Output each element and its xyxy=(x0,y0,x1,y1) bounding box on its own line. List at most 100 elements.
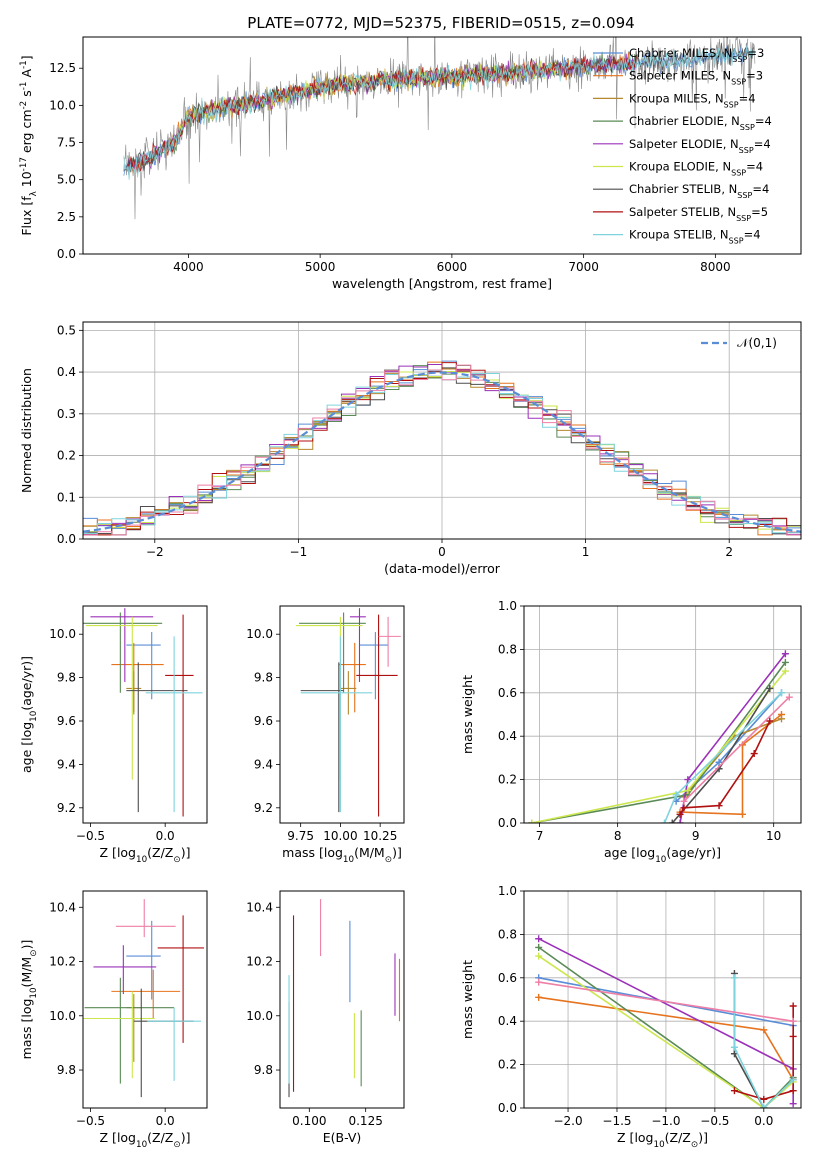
x-tick-label: 8000 xyxy=(700,260,731,274)
error-bar-point xyxy=(157,915,205,1043)
y-tick-label: 5.0 xyxy=(57,173,76,187)
y-tick-label: 0.3 xyxy=(57,407,76,421)
gaussian-curve xyxy=(83,371,801,533)
weight-marker xyxy=(535,935,543,943)
chart-age_vs_mass: 9.75 10.00 10.25 9.2 9.4 9.6 9.8 10.0 mass [log1… xyxy=(246,605,405,865)
weight-marker xyxy=(684,776,692,784)
weight-marker xyxy=(535,978,543,986)
y-tick-label: 0.0 xyxy=(57,247,76,261)
y-tick-label: 0.2 xyxy=(498,1058,517,1072)
y-tick-label: 9.8 xyxy=(57,671,76,685)
legend-label: Chabrier MILES, NSSP=3 xyxy=(629,46,764,64)
error-bar-point xyxy=(295,616,363,780)
error-bar-point xyxy=(147,1007,202,1081)
legend-label: Chabrier ELODIE, NSSP=4 xyxy=(629,114,772,132)
weight-marker xyxy=(760,1095,768,1103)
x-axis-label: Z [log10(Z/Z⊙)] xyxy=(617,1130,708,1150)
y-tick-label: 9.6 xyxy=(57,714,76,728)
y-tick-label: 10.0 xyxy=(246,627,273,641)
error-bar-point xyxy=(111,642,164,713)
legend-label: Kroupa ELODIE, NSSP=4 xyxy=(629,160,763,178)
y-tick-label: 10.2 xyxy=(246,955,273,969)
y-tick-label: 10.0 xyxy=(246,1009,273,1023)
y-axis-label: mass weight xyxy=(460,960,475,1039)
weight-marker xyxy=(535,993,543,1001)
y-tick-label: 10.0 xyxy=(49,1009,76,1023)
error-bar-point xyxy=(145,636,203,813)
x-tick-label: 5000 xyxy=(305,260,336,274)
chart-age_vs_Z: −0.5 0.0 9.2 9.4 9.6 9.8 10.0 Z [log10(Z/Z⊙)] ag… xyxy=(19,605,208,865)
error-bar-point xyxy=(111,969,181,1019)
error-bar-point xyxy=(133,988,194,1098)
y-tick-label: 1.0 xyxy=(498,884,517,898)
model-spectrum-7 xyxy=(127,55,638,174)
x-tick-label: 8 xyxy=(614,829,622,843)
weight-marker xyxy=(676,819,684,823)
y-tick-label: 9.4 xyxy=(57,757,76,771)
chart-mass_vs_ebv: 0.100 0.125 9.8 10.0 10.2 10.4 E(B-V) xyxy=(246,890,405,1145)
weight-marker xyxy=(672,791,680,799)
x-tick-label: 2 xyxy=(725,545,733,559)
error-bar-point xyxy=(359,632,389,700)
x-tick-label: 7000 xyxy=(568,260,599,274)
weight-marker xyxy=(781,650,789,658)
weight-marker xyxy=(535,952,543,960)
error-bar-point xyxy=(299,612,366,693)
weight-marker xyxy=(680,797,688,805)
x-tick-label: −1.5 xyxy=(602,1114,631,1128)
x-tick-label: −1 xyxy=(290,545,308,559)
weight-marker xyxy=(777,689,785,697)
weight-marker xyxy=(680,804,688,812)
weight-marker xyxy=(785,693,793,701)
error-bar-point xyxy=(126,632,161,700)
error-bar-point xyxy=(378,616,401,667)
legend-label: Salpeter MILES, NSSP=3 xyxy=(629,69,763,87)
x-tick-label: 10 xyxy=(766,829,781,843)
error-bar-point xyxy=(126,994,142,1062)
x-tick-label: 10.00 xyxy=(323,829,357,843)
y-axis-label: age [log10(age/yr)] xyxy=(19,656,39,773)
x-tick-label: 0.0 xyxy=(156,1114,175,1128)
x-axis-label: Z [log10(Z/Z⊙)] xyxy=(100,1130,191,1150)
y-tick-label: 0.4 xyxy=(498,1014,517,1028)
weight-marker xyxy=(766,717,774,725)
y-tick-label: 10.4 xyxy=(49,900,76,914)
weight-marker xyxy=(781,667,789,675)
x-tick-label: 7 xyxy=(536,829,544,843)
x-tick-label: −2 xyxy=(146,545,164,559)
y-tick-label: 0.4 xyxy=(498,729,517,743)
y-tick-label: 9.2 xyxy=(57,801,76,815)
x-tick-label: 0.125 xyxy=(348,1114,382,1128)
error-bar-point xyxy=(83,991,155,1079)
y-tick-label: 9.8 xyxy=(254,671,273,685)
y-axis-label: Flux [fλ 10-17 erg cm-2 s-1 A-1] xyxy=(19,55,39,235)
weight-line xyxy=(538,946,794,1108)
weight-marker xyxy=(668,819,676,823)
x-tick-label: 0.0 xyxy=(156,829,175,843)
y-tick-label: 7.5 xyxy=(57,136,76,150)
axes-frame xyxy=(279,605,405,824)
x-tick-label: −1.0 xyxy=(651,1114,680,1128)
y-axis-label: mass weight xyxy=(460,675,475,754)
x-tick-label: 9 xyxy=(692,829,700,843)
x-tick-label: −0.5 xyxy=(700,1114,729,1128)
legend-label: 𝒩(0,1) xyxy=(737,336,777,350)
chart-spectrum: 4000 5000 6000 7000 8000 0.0 2.5 5.0 7.5 10.0 12.5… xyxy=(19,36,802,291)
y-tick-label: 10.0 xyxy=(49,627,76,641)
weight-marker xyxy=(789,1032,797,1040)
legend-label: Chabrier STELIB, NSSP=4 xyxy=(629,182,769,200)
weight-line xyxy=(683,696,790,802)
y-tick-label: 0.6 xyxy=(498,686,517,700)
plot-area xyxy=(535,935,797,1108)
weight-line xyxy=(531,661,787,823)
x-axis-label: age [log10(age/yr)] xyxy=(604,845,721,865)
error-bar-point xyxy=(126,662,188,813)
plot-area xyxy=(83,360,801,536)
x-tick-label: 0.0 xyxy=(754,1114,773,1128)
error-bar-point xyxy=(90,608,154,682)
plot-area xyxy=(83,899,205,1098)
chart-weight_vs_age: 7 8 9 10 0.0 0.2 0.4 0.6 0.8 1.0 age [log10(age/yr… xyxy=(460,599,802,865)
y-tick-label: 0.5 xyxy=(57,323,76,337)
weight-line xyxy=(538,981,794,1022)
y-tick-label: 9.8 xyxy=(254,1063,273,1077)
